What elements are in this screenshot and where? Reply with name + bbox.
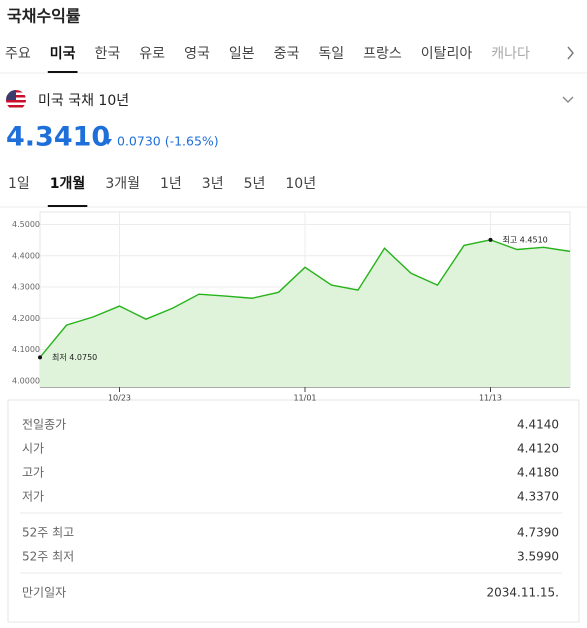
y-tick-label: 4.4000 [12, 251, 40, 260]
period-tab[interactable]: 1일 [8, 176, 30, 192]
country-tab[interactable]: 이탈리아 [421, 46, 473, 62]
stat-label: 시가 [22, 442, 44, 456]
country-tab[interactable]: 한국 [95, 46, 121, 62]
stat-label: 저가 [22, 490, 44, 504]
flag [6, 90, 26, 110]
down-arrow [104, 139, 112, 145]
stat-label: 52주 최저 [22, 550, 74, 564]
period-tab[interactable]: 5년 [244, 176, 266, 192]
period-tab[interactable]: 3개월 [105, 176, 140, 192]
country-tab[interactable]: 캐나다 [491, 46, 530, 62]
period-tab[interactable]: 1개월 [50, 175, 86, 192]
tab-fade [548, 40, 587, 68]
stat-value: 3.5990 [517, 550, 559, 564]
stat-value: 4.4120 [517, 442, 559, 456]
y-tick-label: 4.1000 [12, 345, 40, 354]
stats-box [7, 399, 580, 623]
country-tab[interactable]: 영국 [184, 46, 210, 62]
price-change: 0.0730 (-1.65%) [117, 134, 219, 149]
x-tick-label: 11/01 [293, 394, 316, 403]
max-point [488, 237, 493, 242]
min-label: 최저 4.0750 [52, 352, 97, 362]
max-label: 최고 4.4510 [503, 234, 548, 244]
period-tab[interactable]: 1년 [160, 176, 182, 192]
stat-label: 52주 최고 [22, 526, 74, 540]
scroll-arrow[interactable] [567, 46, 574, 60]
stat-value: 4.3370 [517, 490, 559, 504]
price: 4.3410 [6, 122, 110, 153]
x-tick-label: 10/23 [108, 394, 131, 403]
country-tab[interactable]: 독일 [318, 46, 344, 62]
country-tab[interactable]: 일본 [229, 46, 255, 62]
instrument-name: 미국 국채 10년 [38, 93, 129, 109]
country-tab[interactable]: 중국 [274, 46, 300, 62]
page-title: 국채수익률 [7, 7, 81, 26]
stat-label: 만기일자 [22, 586, 66, 600]
stat-value: 4.4140 [517, 418, 559, 432]
country-tab[interactable]: 유로 [139, 46, 165, 62]
stat-value: 2034.11.15. [486, 586, 559, 600]
stat-value: 4.7390 [517, 526, 559, 540]
stat-label: 전일종가 [22, 418, 66, 432]
y-tick-label: 4.0000 [12, 376, 40, 385]
line [39, 239, 571, 358]
country-tab[interactable]: 프랑스 [363, 46, 402, 62]
stat-label: 고가 [22, 466, 44, 480]
y-tick-label: 4.3000 [12, 283, 40, 292]
period-tab[interactable]: 3년 [202, 176, 224, 192]
country-tab[interactable]: 미국 [50, 46, 76, 62]
x-tick-label: 11/13 [479, 394, 502, 403]
y-tick-label: 4.2000 [12, 314, 40, 323]
country-tab[interactable]: 주요 [5, 46, 31, 62]
expand-chevron[interactable] [562, 96, 574, 103]
stat-value: 4.4180 [517, 466, 559, 480]
y-tick-label: 4.5000 [12, 220, 40, 229]
area [40, 239, 570, 387]
min-point [38, 355, 42, 360]
period-tab[interactable]: 10년 [285, 176, 316, 192]
